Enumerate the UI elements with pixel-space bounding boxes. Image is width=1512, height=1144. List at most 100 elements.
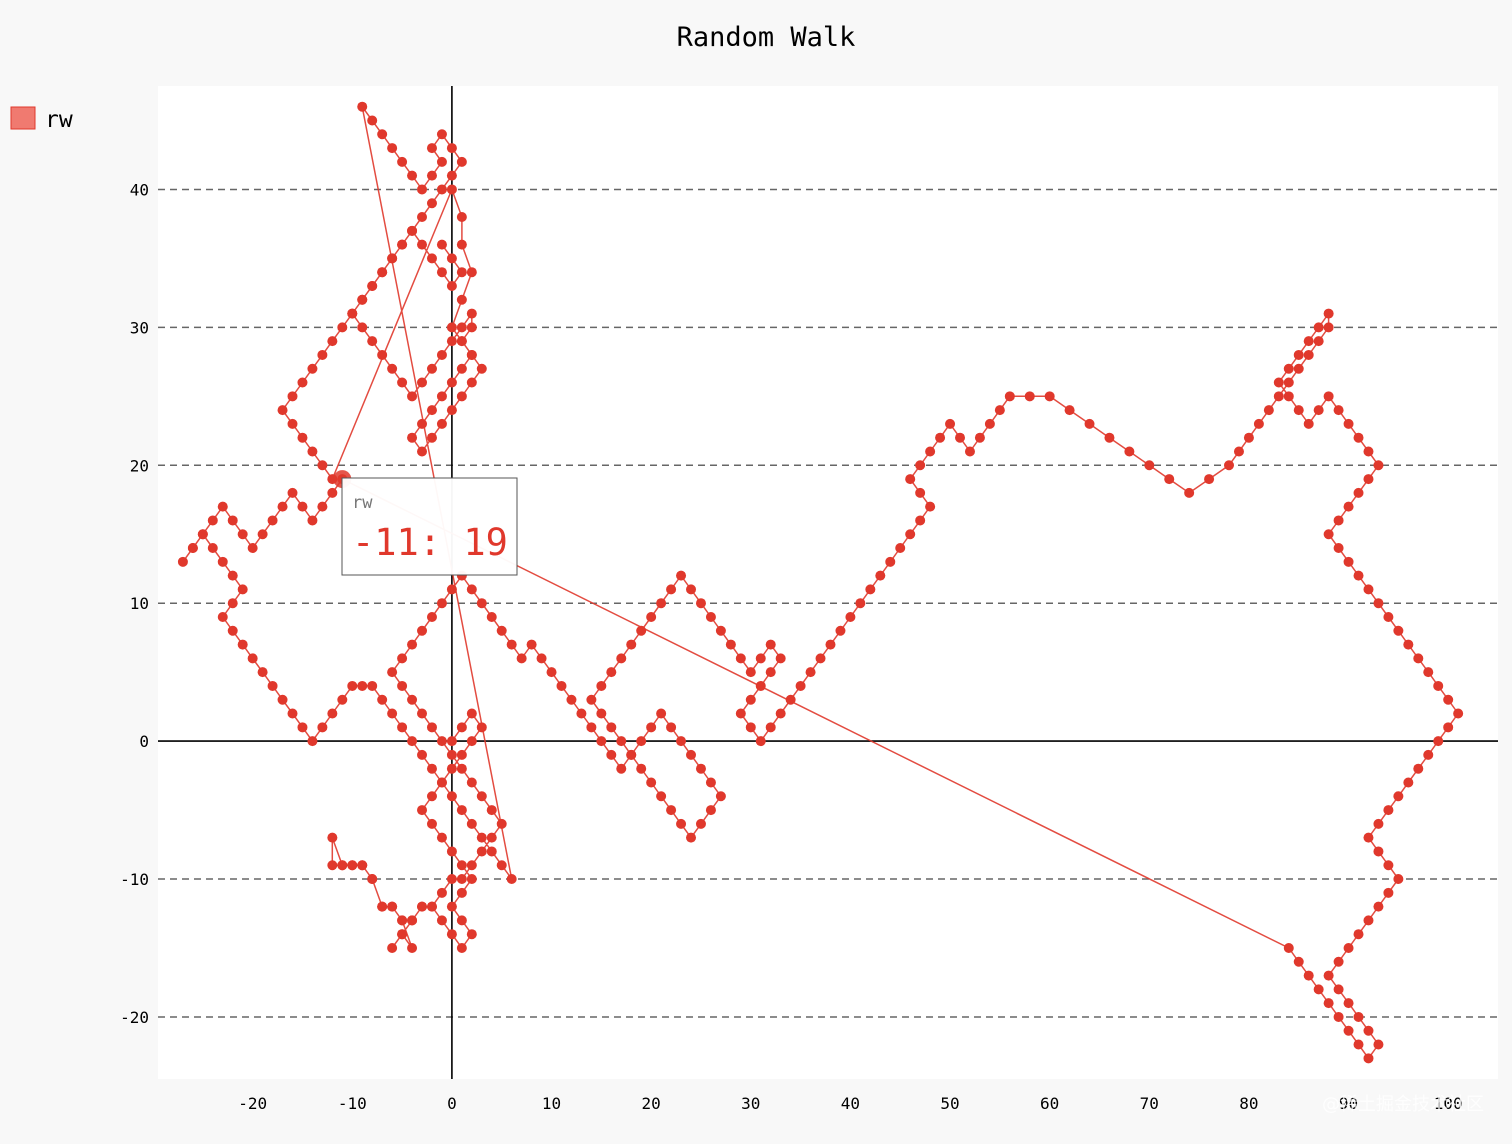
data-point[interactable]	[1353, 487, 1364, 498]
data-point[interactable]	[1373, 846, 1384, 857]
data-point[interactable]	[247, 543, 258, 554]
data-point[interactable]	[1323, 998, 1334, 1009]
data-point[interactable]	[297, 722, 308, 733]
data-point[interactable]	[397, 915, 408, 926]
data-point[interactable]	[377, 901, 388, 912]
data-point[interactable]	[217, 556, 228, 567]
data-point[interactable]	[446, 143, 457, 154]
data-point[interactable]	[686, 749, 697, 760]
data-point[interactable]	[257, 667, 268, 678]
data-point[interactable]	[676, 818, 687, 829]
data-point[interactable]	[267, 515, 278, 526]
data-point[interactable]	[456, 722, 467, 733]
data-point[interactable]	[964, 446, 975, 457]
data-point[interactable]	[496, 860, 507, 871]
data-point[interactable]	[476, 598, 487, 609]
data-point[interactable]	[586, 722, 597, 733]
data-point[interactable]	[1323, 322, 1334, 333]
data-point[interactable]	[815, 653, 826, 664]
data-point[interactable]	[436, 915, 447, 926]
data-point[interactable]	[1343, 501, 1354, 512]
data-point[interactable]	[915, 487, 926, 498]
data-point[interactable]	[666, 805, 677, 816]
data-point[interactable]	[616, 653, 627, 664]
data-point[interactable]	[646, 611, 657, 622]
data-point[interactable]	[735, 708, 746, 719]
data-point[interactable]	[1323, 529, 1334, 540]
data-point[interactable]	[207, 543, 218, 554]
data-point[interactable]	[446, 184, 457, 195]
data-point[interactable]	[506, 874, 517, 885]
data-point[interactable]	[785, 694, 796, 705]
data-point[interactable]	[446, 736, 457, 747]
data-point[interactable]	[297, 432, 308, 443]
legend[interactable]: rw	[10, 106, 73, 133]
data-point[interactable]	[387, 143, 398, 154]
data-point[interactable]	[476, 791, 487, 802]
data-point[interactable]	[446, 170, 457, 181]
data-point[interactable]	[436, 391, 447, 402]
legend-label-rw[interactable]: rw	[45, 107, 73, 133]
data-point[interactable]	[775, 653, 786, 664]
data-point[interactable]	[795, 680, 806, 691]
data-point[interactable]	[735, 653, 746, 664]
data-point[interactable]	[925, 446, 936, 457]
data-point[interactable]	[297, 377, 308, 388]
data-point[interactable]	[486, 846, 497, 857]
data-point[interactable]	[417, 805, 428, 816]
data-point[interactable]	[1283, 377, 1294, 388]
data-point[interactable]	[1433, 736, 1444, 747]
data-point[interactable]	[456, 805, 467, 816]
data-point[interactable]	[347, 308, 358, 319]
data-point[interactable]	[526, 639, 537, 650]
data-point[interactable]	[705, 777, 716, 788]
data-point[interactable]	[994, 405, 1005, 416]
data-point[interactable]	[1453, 708, 1464, 719]
data-point[interactable]	[1383, 805, 1394, 816]
data-point[interactable]	[287, 487, 298, 498]
data-point[interactable]	[935, 432, 946, 443]
data-point[interactable]	[426, 143, 437, 154]
data-point[interactable]	[905, 474, 916, 485]
data-point[interactable]	[915, 460, 926, 471]
data-point[interactable]	[337, 322, 348, 333]
data-point[interactable]	[407, 391, 418, 402]
data-point[interactable]	[436, 129, 447, 140]
data-point[interactable]	[466, 349, 477, 360]
data-point[interactable]	[506, 639, 517, 650]
data-point[interactable]	[1353, 1011, 1364, 1022]
data-point[interactable]	[446, 791, 457, 802]
data-point[interactable]	[845, 611, 856, 622]
data-point[interactable]	[407, 639, 418, 650]
data-point[interactable]	[456, 156, 467, 167]
data-point[interactable]	[357, 101, 368, 112]
data-point[interactable]	[1383, 611, 1394, 622]
data-point[interactable]	[347, 860, 358, 871]
data-point[interactable]	[327, 336, 338, 347]
data-point[interactable]	[1363, 474, 1374, 485]
data-point[interactable]	[466, 736, 477, 747]
data-point[interactable]	[1343, 998, 1354, 1009]
data-point[interactable]	[646, 722, 657, 733]
data-point[interactable]	[1403, 639, 1414, 650]
data-point[interactable]	[446, 584, 457, 595]
data-point[interactable]	[725, 639, 736, 650]
data-point[interactable]	[227, 625, 238, 636]
data-point[interactable]	[446, 929, 457, 940]
data-point[interactable]	[446, 405, 457, 416]
data-point[interactable]	[407, 225, 418, 236]
data-point[interactable]	[1313, 336, 1324, 347]
data-point[interactable]	[825, 639, 836, 650]
data-point[interactable]	[1313, 322, 1324, 333]
data-point[interactable]	[576, 708, 587, 719]
data-point[interactable]	[456, 239, 467, 250]
data-point[interactable]	[905, 529, 916, 540]
data-point[interactable]	[865, 584, 876, 595]
data-point[interactable]	[1283, 942, 1294, 953]
data-point[interactable]	[476, 832, 487, 843]
data-point[interactable]	[1413, 763, 1424, 774]
data-point[interactable]	[456, 336, 467, 347]
data-point[interactable]	[1233, 446, 1244, 457]
data-point[interactable]	[277, 694, 288, 705]
data-point[interactable]	[745, 667, 756, 678]
